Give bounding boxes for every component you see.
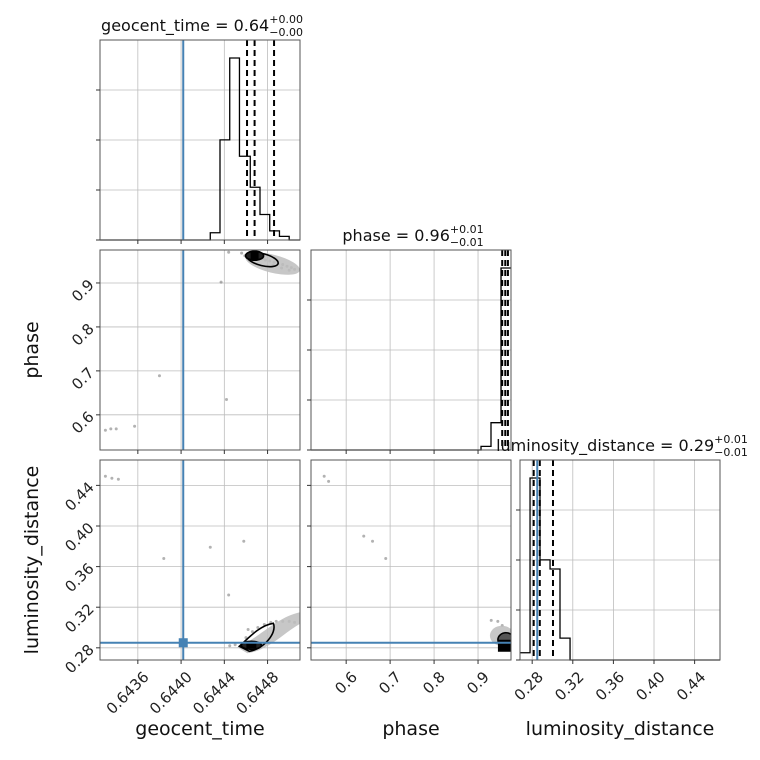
- scatter-point-6: [496, 619, 500, 623]
- scatter-point-4: [384, 556, 388, 560]
- scatter-point-17: [246, 628, 250, 632]
- y-axis-label-luminosity_distance: luminosity_distance: [21, 466, 43, 655]
- panel-plot-area: [103, 250, 300, 432]
- panel-hist-phase: phase = 0.96+0.01 −0.01: [307, 223, 512, 451]
- scatter-point-4: [208, 545, 212, 549]
- x-tick-label-geocent_time-0: 0.6436: [103, 668, 153, 718]
- scatter-point-27: [157, 374, 161, 378]
- x-tick-label-luminosity_distance-3: 0.40: [632, 668, 668, 704]
- panel-title-luminosity_distance: luminosity_distance = 0.29+0.01 −0.01: [496, 433, 748, 459]
- title-value: 0.96: [414, 226, 450, 245]
- title-name: geocent_time: [101, 16, 210, 36]
- scatter-point-23: [103, 428, 107, 432]
- y-tick-label-phase-0: 0.6: [68, 408, 98, 438]
- density-peak: [497, 639, 511, 652]
- scatter-point-26: [133, 424, 137, 428]
- panel-2d-phase_luminosity_distance: [307, 459, 512, 664]
- panel-background: [100, 460, 300, 660]
- panel-title-phase: phase = 0.96+0.01 −0.01: [342, 223, 483, 249]
- panel-2d-geocent_time_phase: [96, 249, 301, 454]
- panel-2d-geocent_time_luminosity_distance: [96, 459, 301, 664]
- x-axis-label-geocent_time: geocent_time: [135, 718, 264, 740]
- y-tick-label-luminosity_distance-0: 0.28: [61, 641, 97, 677]
- scatter-point-18: [242, 539, 246, 543]
- title-plus: +0.01: [714, 433, 748, 446]
- title-equals: =: [391, 226, 415, 245]
- scatter-point-9: [250, 630, 254, 634]
- scatter-point-5: [227, 593, 231, 597]
- density-peak: [250, 251, 259, 260]
- truth-marker: [178, 638, 188, 648]
- x-tick-label-luminosity_distance-4: 0.44: [673, 668, 709, 704]
- y-axis-label-phase: phase: [21, 321, 43, 378]
- title-value: 0.64: [234, 16, 270, 35]
- scatter-point-6: [233, 643, 237, 647]
- x-tick-label-geocent_time-3: 0.6448: [232, 668, 282, 718]
- y-tick-label-phase-2: 0.8: [68, 320, 98, 350]
- scatter-point-24: [109, 427, 113, 431]
- scatter-point-0: [103, 474, 107, 478]
- y-tick-label-phase-1: 0.7: [68, 364, 98, 394]
- scatter-point-19: [228, 644, 232, 648]
- title-name: luminosity_distance: [496, 436, 655, 456]
- x-tick-label-luminosity_distance-2: 0.36: [592, 668, 628, 704]
- scatter-point-2: [362, 534, 366, 538]
- scatter-point-2: [116, 477, 120, 481]
- scatter-point-1: [110, 476, 114, 480]
- title-minus: −0.01: [450, 236, 484, 249]
- scatter-point-5: [489, 618, 493, 622]
- x-tick-label-geocent_time-1: 0.6440: [146, 668, 196, 718]
- panel-frame: [99, 249, 301, 451]
- x-tick-label-geocent_time-2: 0.6444: [189, 668, 239, 718]
- scatter-point-3: [162, 556, 166, 560]
- x-tick-label-luminosity_distance-0: 0.28: [511, 668, 547, 704]
- x-tick-label-phase-3: 0.9: [463, 668, 493, 698]
- title-name: phase: [342, 226, 390, 245]
- y-tick-label-phase-3: 0.9: [68, 276, 98, 306]
- panel-background: [100, 250, 300, 450]
- x-tick-label-luminosity_distance-1: 0.32: [551, 668, 587, 704]
- scatter-point-0: [240, 251, 244, 255]
- title-minus: −0.01: [714, 446, 748, 459]
- panel-frame: [310, 459, 512, 661]
- x-axis-label-phase: phase: [382, 718, 439, 740]
- panel-background: [311, 460, 511, 660]
- x-axis-label-luminosity_distance: luminosity_distance: [526, 718, 715, 740]
- y-tick-label-luminosity_distance-3: 0.40: [61, 519, 97, 555]
- scatter-point-22: [224, 397, 228, 401]
- x-tick-label-phase-0: 0.6: [331, 668, 361, 698]
- title-equals: =: [655, 436, 679, 455]
- x-tick-label-phase-2: 0.8: [419, 668, 449, 698]
- scatter-point-10: [256, 626, 260, 630]
- y-tick-label-luminosity_distance-1: 0.32: [61, 600, 97, 636]
- scatter-point-1: [327, 479, 331, 483]
- x-tick-label-phase-1: 0.7: [375, 668, 405, 698]
- title-minus: −0.00: [269, 26, 303, 39]
- title-plus: +0.01: [450, 223, 484, 236]
- panel-hist-geocent_time: geocent_time = 0.64+0.00 −0.00: [96, 13, 303, 241]
- scatter-point-3: [371, 539, 375, 543]
- y-tick-label-luminosity_distance-2: 0.36: [61, 560, 97, 596]
- panel-hist-luminosity_distance: luminosity_distance = 0.29+0.01 −0.01: [496, 433, 748, 661]
- title-equals: =: [210, 16, 234, 35]
- scatter-point-21: [219, 280, 223, 284]
- y-tick-label-luminosity_distance-4: 0.44: [61, 478, 97, 514]
- panel-title-geocent_time: geocent_time = 0.64+0.00 −0.00: [101, 13, 303, 39]
- scatter-point-0: [322, 474, 326, 478]
- density-peak: [246, 642, 257, 649]
- panel-frame: [99, 459, 301, 661]
- scatter-point-20: [227, 250, 231, 254]
- scatter-point-13: [274, 619, 278, 623]
- scatter-point-25: [114, 427, 118, 431]
- title-value: 0.29: [679, 436, 715, 455]
- title-plus: +0.00: [269, 13, 303, 26]
